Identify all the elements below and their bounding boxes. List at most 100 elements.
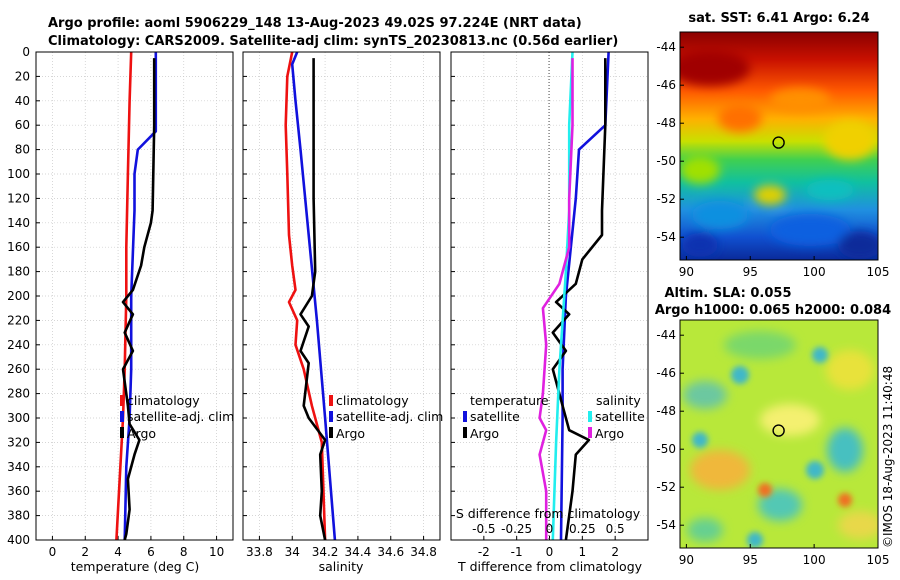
map-x-tick-label: 105 [867, 265, 890, 279]
difference-series [538, 51, 610, 541]
series-line-temperature-argo [551, 58, 607, 541]
depth-tick-label: 160 [7, 240, 30, 254]
depth-tick-label: 400 [7, 533, 30, 547]
series-line-climatology [284, 51, 327, 541]
x-tick-label: 34.8 [410, 545, 437, 559]
salinity-difference-tick-labels: -0.5 -0.25 0 0.25 0.5 [472, 522, 625, 536]
map-y-tick-label: -50 [656, 442, 676, 456]
depth-tick-label: 260 [7, 362, 30, 376]
legend-label-climatology: climatology [336, 393, 409, 408]
legend-label-climatology: climatology [127, 393, 200, 408]
series-line-argo [121, 58, 156, 541]
map-x-tick-label: 90 [679, 265, 694, 279]
salinity-axes-box [242, 51, 441, 541]
depth-tick-label: 220 [7, 313, 30, 327]
temperature-axes-box [35, 51, 234, 541]
x-tick-label: 10 [209, 545, 224, 559]
map-y-tick-label: -44 [656, 40, 676, 54]
x-tick-label: -2 [478, 545, 490, 559]
legend-label-satellite: satellite-adj. clim [336, 409, 443, 424]
sla-map-frame [679, 319, 879, 549]
depth-tick-label: 40 [15, 94, 30, 108]
salinity-xlabel: salinity [319, 559, 364, 574]
top-tick-label: 0.5 [606, 522, 625, 536]
depth-tick-label: 140 [7, 216, 30, 230]
legend-label-argo: Argo [336, 426, 365, 441]
depth-tick-label: 320 [7, 435, 30, 449]
map-x-tick-label: 90 [679, 553, 694, 567]
map-x-tick-label: 100 [803, 553, 826, 567]
legend-label-temp-argo: Argo [470, 426, 499, 441]
depth-tick-label: 120 [7, 191, 30, 205]
x-tick-label: 34.2 [312, 545, 339, 559]
series-line-salinity-argo [538, 58, 574, 540]
sla-map-subtitle: Argo h1000: 0.065 h2000: 0.084 [655, 303, 891, 318]
depth-tick-label: 380 [7, 509, 30, 523]
map-y-tick-label: -52 [656, 192, 676, 206]
depth-tick-label: 300 [7, 411, 30, 425]
map-y-tick-label: -44 [656, 328, 676, 342]
sst-map-frame [679, 31, 879, 261]
depth-tick-label: 280 [7, 387, 30, 401]
map-y-tick-label: -52 [656, 480, 676, 494]
map-y-tick-label: -46 [656, 78, 676, 92]
figure-title-line2: Climatology: CARS2009. Satellite-adj cli… [48, 34, 618, 49]
difference-axes-box [450, 51, 649, 541]
temperature-legend: climatology satellite-adj. clim Argo [120, 393, 234, 441]
legend-label-argo: Argo [127, 426, 156, 441]
temperature-xlabel: temperature (deg C) [71, 559, 200, 574]
depth-tick-label: 340 [7, 460, 30, 474]
figure-title-line1: Argo profile: aoml 5906229_148 13-Aug-20… [48, 16, 582, 31]
sst-map-panel: sat. SST: 6.41 Argo: 6.24 90 95 100 105 -44 -… [656, 11, 889, 279]
depth-tick-label: 20 [15, 69, 30, 83]
depth-tick-label: 180 [7, 265, 30, 279]
argo-location-marker [772, 424, 785, 437]
map-x-tick-label: 105 [867, 553, 890, 567]
series-line-satellite-adj-clim [123, 52, 158, 541]
legend-heading-salinity: salinity [596, 393, 641, 408]
top-tick-label: 0.25 [569, 522, 596, 536]
legend-label-sal-argo: Argo [595, 426, 624, 441]
temperature-grid [36, 51, 233, 541]
x-tick-label: 8 [180, 545, 188, 559]
depth-tick-label: 240 [7, 338, 30, 352]
series-line-satellite-adj-clim [290, 51, 337, 541]
x-tick-label: 6 [147, 545, 155, 559]
legend-swatch-satellite [329, 411, 333, 422]
depth-tick-label: 200 [7, 289, 30, 303]
series-line-argo [299, 58, 327, 541]
top-tick-label: 0 [546, 522, 554, 536]
sst-map-title: sat. SST: 6.41 Argo: 6.24 [688, 11, 869, 26]
legend-heading-temperature: temperature [470, 393, 549, 408]
salinity-panel: 33.8 34 34.2 34.4 34.6 34.8 salinity climatol… [242, 51, 443, 574]
map-y-tick-label: -48 [656, 116, 676, 130]
salinity-series [284, 51, 337, 541]
legend-swatch-climatology [329, 395, 333, 406]
legend-swatch-sal-argo [588, 427, 592, 438]
argo-location-marker [772, 136, 785, 149]
sla-map-panel: Altim. SLA: 0.055 Argo h1000: 0.065 h200… [655, 286, 891, 567]
depth-tick-label: 360 [7, 484, 30, 498]
x-tick-label: 34.6 [377, 545, 404, 559]
map-x-tick-label: 95 [743, 553, 758, 567]
temperature-tick-labels: 0 2 4 6 8 10 [49, 545, 225, 559]
temperature-panel: 0204060801001201401601802002202402602803… [7, 45, 234, 574]
x-tick-label: 34 [285, 545, 300, 559]
legend-swatch-sal-satellite [588, 411, 592, 422]
difference-tick-labels: -2 -1 0 1 2 [478, 545, 619, 559]
map-x-tick-label: 100 [803, 265, 826, 279]
x-tick-label: 2 [611, 545, 619, 559]
legend-label-satellite: satellite-adj. clim [127, 409, 234, 424]
depth-tick-label: 60 [15, 118, 30, 132]
depth-tick-label: 80 [15, 143, 30, 157]
salinity-difference-xlabel: S difference from climatology [456, 506, 641, 521]
legend-swatch-temp-satellite [463, 411, 467, 422]
map-y-tick-label: -46 [656, 366, 676, 380]
legend-swatch-argo [120, 427, 124, 438]
legend-swatch-climatology [120, 395, 124, 406]
legend-label-temp-satellite: satellite [470, 409, 520, 424]
top-tick-label: -0.25 [501, 522, 532, 536]
legend-label-sal-satellite: satellite [595, 409, 645, 424]
depth-tick-label: 0 [22, 45, 30, 59]
